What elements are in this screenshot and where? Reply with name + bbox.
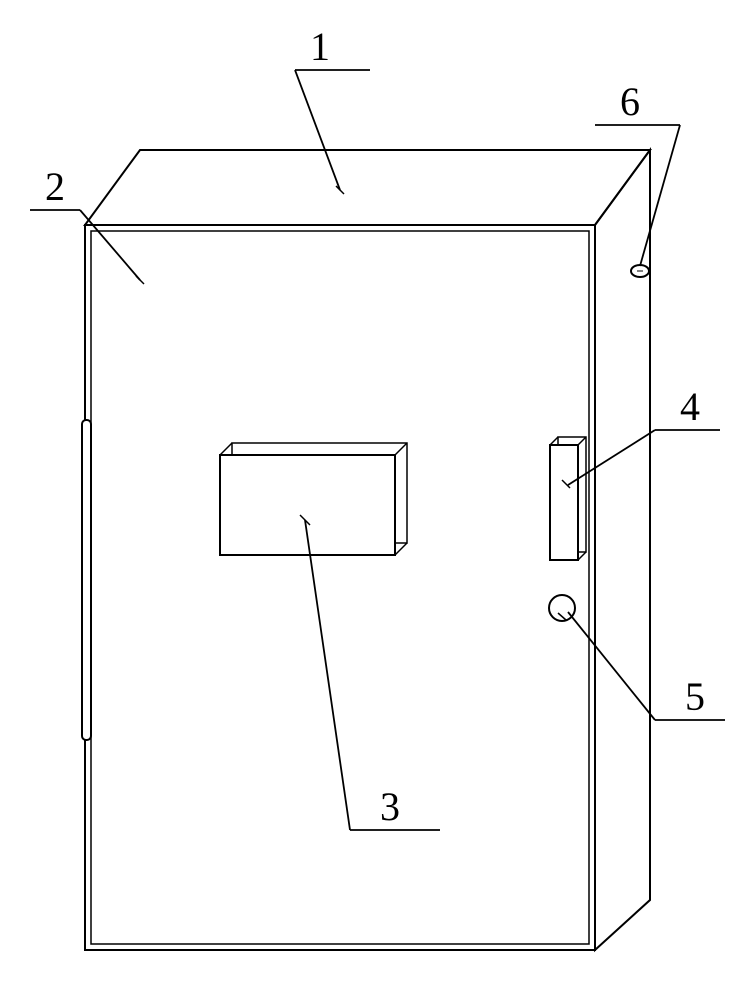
callout-1-label: 1 [310,24,330,69]
cabinet-door [91,231,589,944]
callout-6-label: 6 [620,79,640,124]
callout-5-label: 5 [685,674,705,719]
cabinet-side-face [595,150,650,950]
callout-4-leader [568,430,655,485]
callout-3-label: 3 [380,784,400,829]
door-handle [550,445,578,560]
callout-4-label: 4 [680,384,700,429]
callout-1-leader [295,70,340,190]
callout-2-leader [80,210,140,280]
callout-2-label: 2 [45,164,65,209]
cabinet-front-face [85,225,595,950]
callout-5-leader [568,612,655,720]
cabinet-top-face [85,150,650,225]
callout-6-leader [640,125,680,266]
diagram-canvas: 1 2 3 4 5 6 [0,0,749,1000]
door-hinge [82,420,91,740]
callout-3-leader [305,520,350,830]
